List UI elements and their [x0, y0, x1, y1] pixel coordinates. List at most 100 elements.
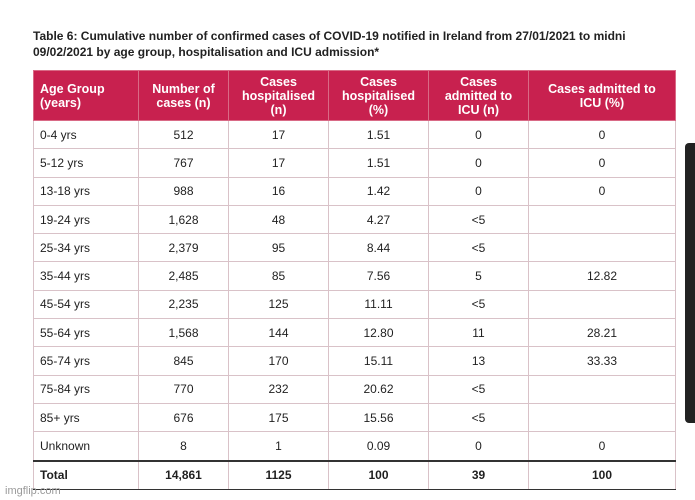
cell-age-group: 65-74 yrs: [33, 346, 139, 376]
table-row: 19-24 yrs 1,628 48 4.27 <5: [33, 204, 676, 235]
cell-icu-pct: [528, 233, 676, 263]
cell-cases: 8: [138, 431, 229, 462]
cell-age-group: 19-24 yrs: [33, 204, 139, 235]
column-header-line: Cases: [260, 74, 297, 89]
cell-icu-pct: 12.82: [528, 261, 676, 291]
column-header-cases-hospitalised-n: Cases hospitalised (n): [228, 70, 329, 121]
cell-icu-n: 0: [428, 119, 529, 150]
cell-icu-pct: 0: [528, 119, 676, 150]
cell-hospitalised-pct: 20.62: [328, 374, 429, 404]
cell-total-hospitalised-pct: 100: [328, 459, 429, 490]
cell-age-group: Unknown: [33, 431, 139, 462]
cell-hospitalised-n: 48: [228, 204, 329, 235]
cell-cases: 1,568: [138, 318, 229, 348]
table-row: 65-74 yrs 845 170 15.11 13 33.33: [33, 346, 676, 376]
cell-hospitalised-n: 1: [228, 431, 329, 462]
cell-hospitalised-pct: 1.51: [328, 148, 429, 178]
column-header-icu-n: Cases admitted to ICU (n): [428, 70, 529, 121]
table-row: 25-34 yrs 2,379 95 8.44 <5: [33, 233, 676, 263]
column-header-line: cases (n): [156, 95, 211, 110]
column-header-line: (n): [270, 102, 287, 117]
column-header-line: ICU (%): [579, 95, 625, 110]
cell-age-group: 5-12 yrs: [33, 148, 139, 178]
column-header-icu-pct: Cases admitted to ICU (%): [528, 70, 676, 121]
cell-cases: 767: [138, 148, 229, 178]
table-row: 45-54 yrs 2,235 125 11.11 <5: [33, 289, 676, 320]
table-row: 5-12 yrs 767 17 1.51 0 0: [33, 148, 676, 178]
column-header-number-of-cases: Number of cases (n): [138, 70, 229, 121]
cell-icu-pct: [528, 402, 676, 433]
column-header-line: (%): [368, 102, 389, 117]
cell-cases: 512: [138, 119, 229, 150]
cell-hospitalised-pct: 7.56: [328, 261, 429, 291]
cell-age-group: 75-84 yrs: [33, 374, 139, 404]
column-header-line: admitted to: [444, 88, 513, 103]
cell-cases: 770: [138, 374, 229, 404]
table-row: 35-44 yrs 2,485 85 7.56 5 12.82: [33, 261, 676, 291]
cell-hospitalised-pct: 15.11: [328, 346, 429, 376]
scrollbar-handle[interactable]: [685, 143, 695, 423]
cell-hospitalised-pct: 11.11: [328, 289, 429, 320]
cell-icu-n: 0: [428, 176, 529, 206]
cell-hospitalised-n: 144: [228, 318, 329, 348]
cell-total-label: Total: [33, 459, 139, 490]
cell-age-group: 85+ yrs: [33, 402, 139, 433]
cell-total-hospitalised-n: 1125: [228, 459, 329, 490]
cell-hospitalised-pct: 0.09: [328, 431, 429, 462]
cell-total-icu-pct: 100: [528, 459, 676, 490]
cell-icu-n: <5: [428, 374, 529, 404]
covid-age-table: Age Group (years) Number of cases (n) Ca…: [33, 70, 676, 490]
cell-icu-pct: 33.33: [528, 346, 676, 376]
column-header-line: Age Group: [40, 81, 105, 96]
cell-icu-pct: [528, 374, 676, 404]
cell-hospitalised-pct: 15.56: [328, 402, 429, 433]
column-header-line: ICU (n): [458, 102, 499, 117]
cell-age-group: 45-54 yrs: [33, 289, 139, 320]
cell-icu-pct: 0: [528, 176, 676, 206]
watermark-text: imgflip.com: [5, 485, 61, 497]
cell-icu-n: <5: [428, 289, 529, 320]
column-header-cases-hospitalised-pct: Cases hospitalised (%): [328, 70, 429, 121]
cell-age-group: 25-34 yrs: [33, 233, 139, 263]
cell-icu-n: 5: [428, 261, 529, 291]
cell-total-icu-n: 39: [428, 459, 529, 490]
cell-icu-n: 0: [428, 148, 529, 178]
cell-hospitalised-pct: 4.27: [328, 204, 429, 235]
cell-hospitalised-pct: 1.42: [328, 176, 429, 206]
column-header-line: hospitalised: [242, 88, 315, 103]
cell-cases: 988: [138, 176, 229, 206]
column-header-age-group: Age Group (years): [33, 70, 139, 121]
cell-cases: 845: [138, 346, 229, 376]
cell-icu-n: <5: [428, 402, 529, 433]
column-header-line: hospitalised: [342, 88, 415, 103]
cell-hospitalised-n: 17: [228, 148, 329, 178]
cell-hospitalised-n: 170: [228, 346, 329, 376]
cell-icu-pct: 0: [528, 431, 676, 462]
cell-age-group: 55-64 yrs: [33, 318, 139, 348]
cell-icu-n: <5: [428, 233, 529, 263]
cell-icu-pct: [528, 289, 676, 320]
column-header-line: Cases: [360, 74, 397, 89]
table-row: 0-4 yrs 512 17 1.51 0 0: [33, 119, 676, 150]
cell-hospitalised-pct: 8.44: [328, 233, 429, 263]
cell-age-group: 13-18 yrs: [33, 176, 139, 206]
caption-line-2: 09/02/2021 by age group, hospitalisation…: [33, 45, 380, 59]
cell-icu-n: <5: [428, 204, 529, 235]
table-header-row: Age Group (years) Number of cases (n) Ca…: [33, 70, 676, 121]
table-row: 85+ yrs 676 175 15.56 <5: [33, 402, 676, 433]
cell-icu-pct: 0: [528, 148, 676, 178]
cell-hospitalised-pct: 12.80: [328, 318, 429, 348]
cell-icu-n: 0: [428, 431, 529, 462]
cell-icu-pct: 28.21: [528, 318, 676, 348]
cell-cases: 676: [138, 402, 229, 433]
cell-cases: 2,235: [138, 289, 229, 320]
cell-hospitalised-pct: 1.51: [328, 119, 429, 150]
cell-icu-pct: [528, 204, 676, 235]
cell-total-cases: 14,861: [138, 459, 229, 490]
cell-hospitalised-n: 16: [228, 176, 329, 206]
column-header-line: (years): [40, 95, 81, 110]
column-header-line: Cases admitted to: [548, 81, 656, 96]
cell-age-group: 0-4 yrs: [33, 119, 139, 150]
table-row: 55-64 yrs 1,568 144 12.80 11 28.21: [33, 318, 676, 348]
